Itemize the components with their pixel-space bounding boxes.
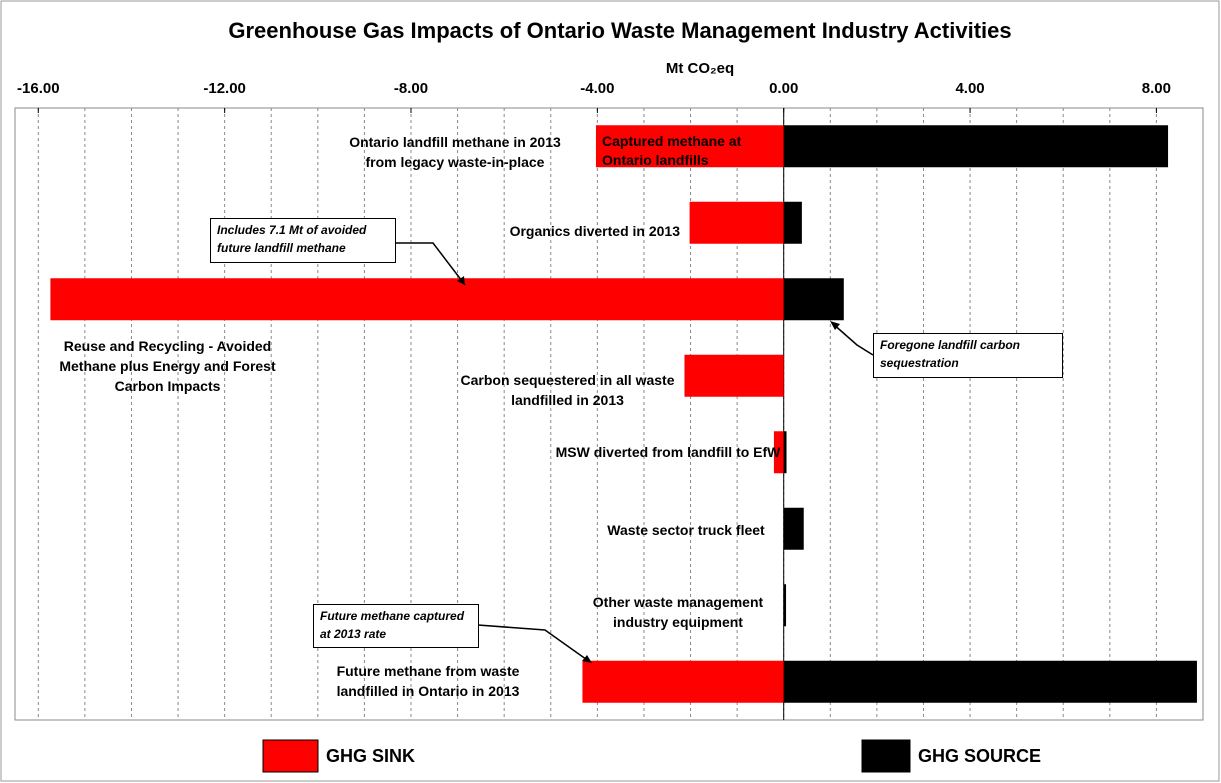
- arrow: [395, 242, 466, 286]
- bar: [783, 507, 804, 550]
- bar: [684, 354, 784, 397]
- arrowhead: [457, 276, 465, 285]
- x-tick-label: -4.00: [580, 80, 614, 97]
- bar: [783, 660, 1197, 703]
- x-tick-label: -12.00: [203, 80, 246, 97]
- legend-swatch: [861, 739, 911, 773]
- category-label: Organics diverted in 2013: [509, 223, 680, 239]
- category-label: Carbon sequestered in all waste landfill…: [460, 372, 675, 408]
- plot-area: [14, 107, 1204, 721]
- bar: [783, 278, 844, 321]
- bar: [595, 125, 784, 168]
- bar: [783, 125, 1169, 168]
- legend-label: GHG SINK: [326, 746, 415, 766]
- x-tick-label: -16.00: [17, 80, 60, 97]
- arrowhead: [582, 655, 592, 663]
- annotation: Future methane captured at 2013 rate: [313, 604, 479, 648]
- grid: -16.00 -12.00 -8.00 -4.00 0.00 4.00 8.00: [14, 80, 1204, 721]
- annotation: Captured methane at Ontario landfills: [602, 133, 742, 168]
- x-tick-label: -8.00: [394, 80, 428, 97]
- category-label: Waste sector truck fleet: [607, 522, 765, 538]
- x-axis-title: Mt CO₂eq: [666, 60, 734, 77]
- category-label: Reuse and Recycling - Avoided Methane pl…: [59, 338, 276, 394]
- bar: [783, 431, 787, 474]
- legend-label: GHG SOURCE: [918, 746, 1041, 766]
- bar: [582, 660, 784, 703]
- category-label: Future methane from waste landfilled in …: [336, 663, 520, 699]
- annotation: Includes 7.1 Mt of avoided future landfi…: [210, 218, 396, 263]
- legend-swatch: [262, 739, 319, 773]
- category-label: Ontario landfill methane in 2013 from le…: [349, 134, 561, 170]
- arrowhead: [830, 321, 840, 330]
- arrow: [831, 322, 874, 356]
- x-tick-label: 4.00: [955, 80, 984, 97]
- bar: [689, 201, 784, 244]
- bars: [50, 125, 1197, 703]
- chart-title: Greenhouse Gas Impacts of Ontario Waste …: [228, 18, 1011, 43]
- annotation: Foregone landfill carbon sequestration: [873, 333, 1063, 378]
- arrow: [477, 624, 591, 663]
- bar: [50, 278, 784, 321]
- bar: [783, 584, 787, 627]
- x-tick-label: 8.00: [1142, 80, 1171, 97]
- category-label: MSW diverted from landfill to EfW: [555, 444, 781, 460]
- category-label: Other waste management industry equipmen…: [592, 594, 764, 630]
- bar: [783, 201, 802, 244]
- bar: [773, 431, 784, 474]
- x-tick-label: 0.00: [769, 80, 798, 97]
